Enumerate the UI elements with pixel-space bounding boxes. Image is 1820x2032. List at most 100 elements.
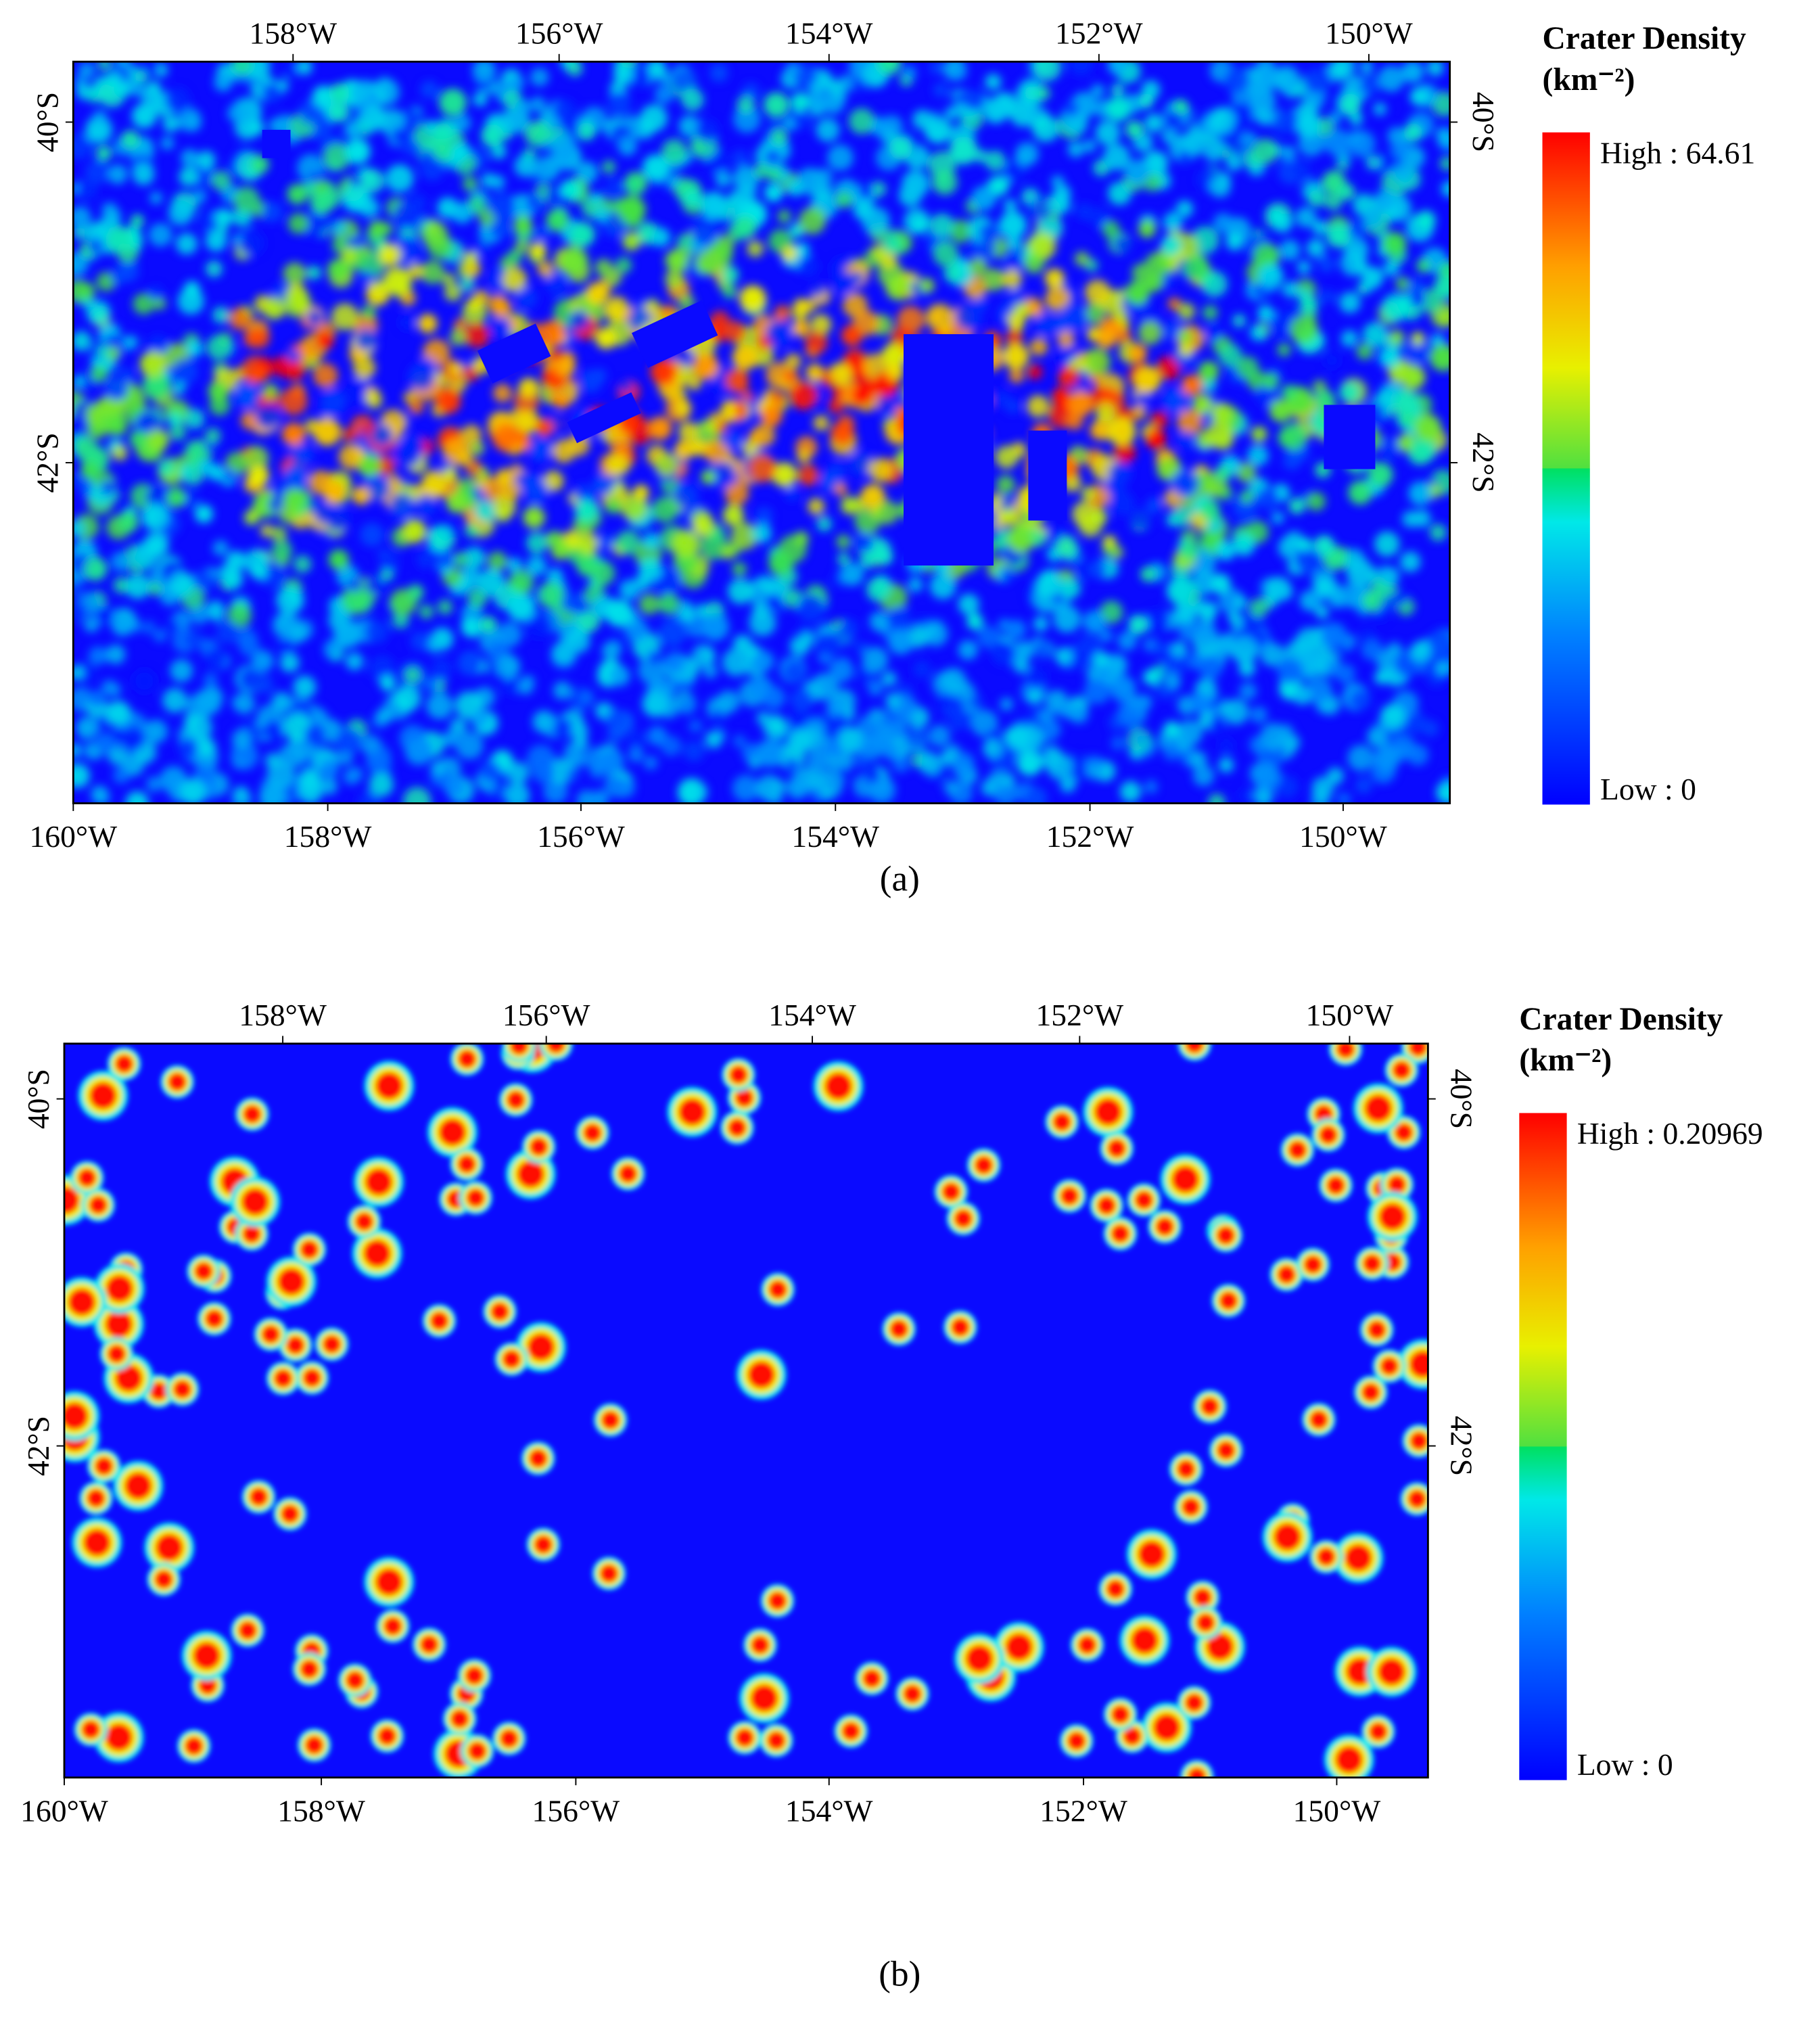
density-cell — [1081, 486, 1096, 501]
density-cell — [737, 181, 757, 201]
density-cell — [259, 784, 286, 804]
density-cell — [648, 416, 672, 440]
density-cell — [465, 459, 482, 476]
density-cell — [261, 83, 283, 104]
blob-core — [1219, 1291, 1238, 1310]
density-cell — [732, 775, 760, 802]
density-cell — [722, 504, 744, 526]
density-cell — [646, 62, 666, 79]
blob-core — [942, 1182, 960, 1201]
blob-core — [365, 1168, 392, 1196]
density-cell — [797, 256, 819, 277]
density-cell — [544, 272, 567, 296]
density-cell — [461, 616, 483, 638]
blob-core — [89, 1082, 117, 1109]
density-cell — [1436, 662, 1450, 676]
density-cell — [1171, 641, 1188, 657]
density-cell — [183, 712, 200, 729]
density-cell — [754, 163, 770, 179]
density-cell — [1288, 498, 1305, 514]
density-cell — [1399, 410, 1417, 428]
density-cell — [73, 743, 82, 758]
density-cell — [1088, 206, 1109, 227]
density-cell — [929, 213, 954, 238]
density-cell — [632, 484, 649, 501]
blob-core — [1393, 1061, 1411, 1080]
density-cell — [1136, 694, 1152, 710]
density-cell — [806, 363, 824, 382]
density-cell — [489, 193, 517, 221]
density-cell — [695, 118, 720, 143]
blob-core — [1335, 1746, 1363, 1774]
density-cell — [394, 685, 421, 712]
density-cell — [1275, 775, 1299, 798]
density-cell — [1029, 338, 1048, 356]
density-cell — [1306, 238, 1326, 258]
density-cell — [118, 367, 134, 384]
density-cell — [983, 99, 1008, 124]
density-cell — [816, 515, 833, 532]
density-cell — [767, 167, 782, 182]
density-cell — [507, 593, 536, 622]
density-cell — [73, 666, 84, 680]
density-cell — [1272, 108, 1300, 135]
density-cell — [433, 123, 452, 143]
density-cell — [1113, 441, 1136, 464]
density-cell — [1295, 112, 1322, 139]
blob-core — [1277, 1266, 1296, 1284]
density-cell — [1050, 287, 1071, 308]
density-cell — [1348, 480, 1372, 505]
density-cell — [597, 534, 614, 551]
blob-core — [517, 1160, 544, 1188]
density-cell — [609, 665, 630, 687]
density-cell — [95, 733, 116, 754]
density-cell — [507, 762, 530, 785]
color-bar — [1519, 1113, 1567, 1780]
density-cell — [160, 766, 187, 793]
density-cell — [515, 239, 530, 254]
density-cell — [116, 511, 139, 534]
blob-core — [198, 1676, 217, 1694]
density-cell — [725, 369, 749, 393]
legend-low-label: Low : 0 — [1577, 1747, 1673, 1782]
density-cell — [523, 478, 549, 504]
blob-core — [1380, 1357, 1399, 1375]
blob-core — [1378, 1658, 1405, 1686]
bottom-tick-label: 152°W — [1040, 1793, 1127, 1828]
density-cell — [1068, 62, 1094, 76]
blob-core — [1378, 1203, 1406, 1230]
density-cell — [1004, 252, 1025, 274]
density-cell — [112, 445, 128, 461]
density-cell — [703, 664, 718, 678]
density-cell — [168, 412, 182, 427]
density-cell — [345, 652, 364, 670]
density-cell — [1093, 651, 1109, 667]
density-cell — [286, 349, 300, 363]
density-cell — [1413, 509, 1431, 528]
density-cell — [1374, 670, 1389, 685]
density-cell — [1177, 329, 1193, 344]
density-cell — [1280, 145, 1297, 161]
density-cell — [1144, 780, 1159, 794]
density-cell — [435, 388, 461, 414]
density-cell — [912, 216, 929, 234]
blob-core — [1369, 1722, 1388, 1741]
density-cell — [615, 530, 641, 555]
density-cell — [490, 317, 511, 339]
density-cell — [642, 154, 670, 182]
density-cell — [742, 83, 760, 100]
density-cell — [1340, 329, 1358, 348]
density-cell — [260, 524, 274, 538]
density-cell — [1027, 394, 1050, 418]
blob-core — [300, 1240, 319, 1259]
density-cell — [376, 76, 393, 93]
density-cell — [473, 92, 488, 107]
density-cell — [86, 120, 108, 142]
density-cell — [1157, 355, 1181, 380]
density-cell — [263, 384, 279, 399]
density-cell — [885, 275, 911, 300]
blob-core — [1193, 1588, 1212, 1607]
density-cell — [1378, 65, 1405, 92]
density-cell — [344, 734, 360, 751]
density-cell — [812, 283, 825, 297]
